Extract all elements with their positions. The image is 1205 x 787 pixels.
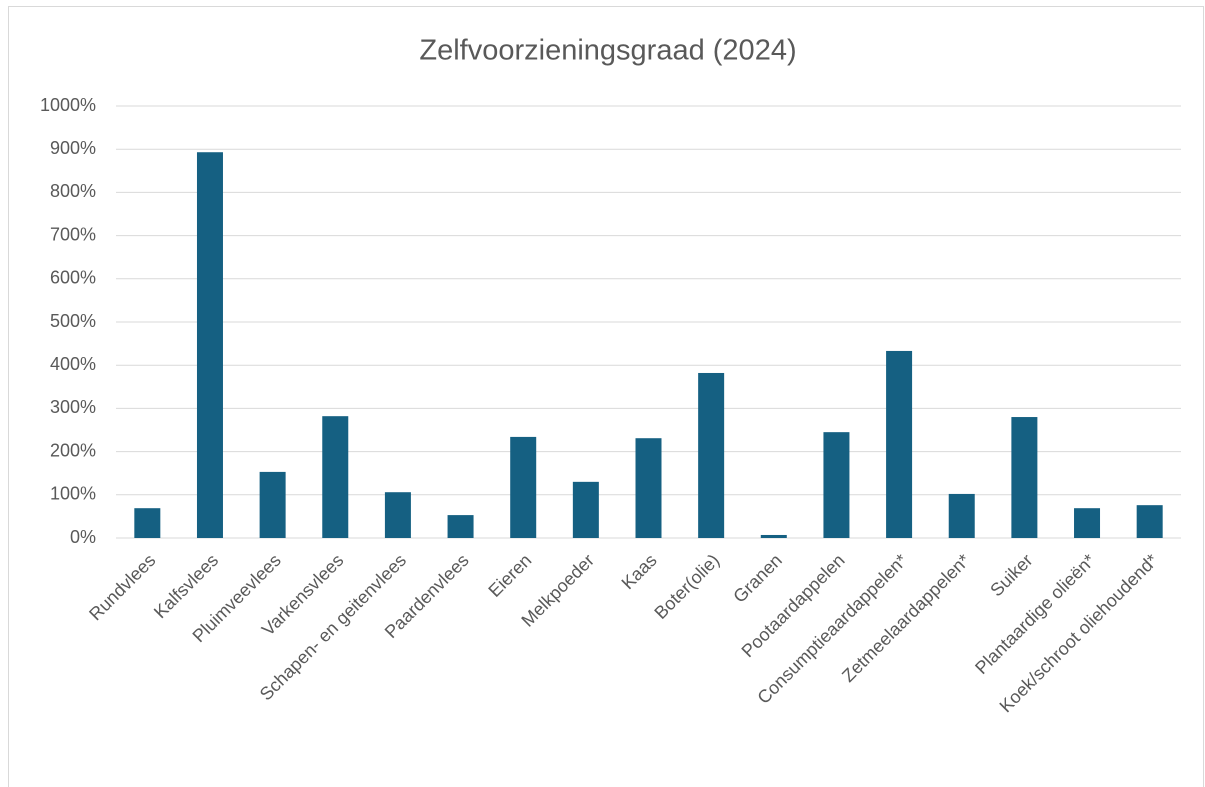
bar [698,372,725,538]
bar [1136,505,1163,538]
bar [760,534,787,538]
y-tick-label: 900% [50,138,96,158]
bar [635,438,662,538]
bar [823,432,850,538]
bar [447,515,474,538]
y-tick-label: 600% [50,268,96,288]
bar [948,493,975,538]
bar [510,436,537,538]
y-tick-label: 1000% [40,95,96,115]
bar [886,350,913,538]
bar [134,508,161,538]
y-tick-label: 100% [50,484,96,504]
chart-border [8,6,1204,787]
bar [259,471,286,538]
y-tick-label: 0% [70,527,96,547]
chart-title: Zelfvoorzieningsgraad (2024) [419,35,796,67]
y-tick-label: 300% [50,397,96,417]
y-tick-label: 700% [50,224,96,244]
bar [572,481,599,538]
bar [196,152,223,538]
bar [1011,417,1038,538]
y-tick-label: 500% [50,311,96,331]
bar [322,416,349,538]
y-tick-label: 400% [50,354,96,374]
bar [384,492,411,538]
bar [1074,508,1101,538]
y-tick-label: 200% [50,440,96,460]
y-tick-label: 800% [50,181,96,201]
